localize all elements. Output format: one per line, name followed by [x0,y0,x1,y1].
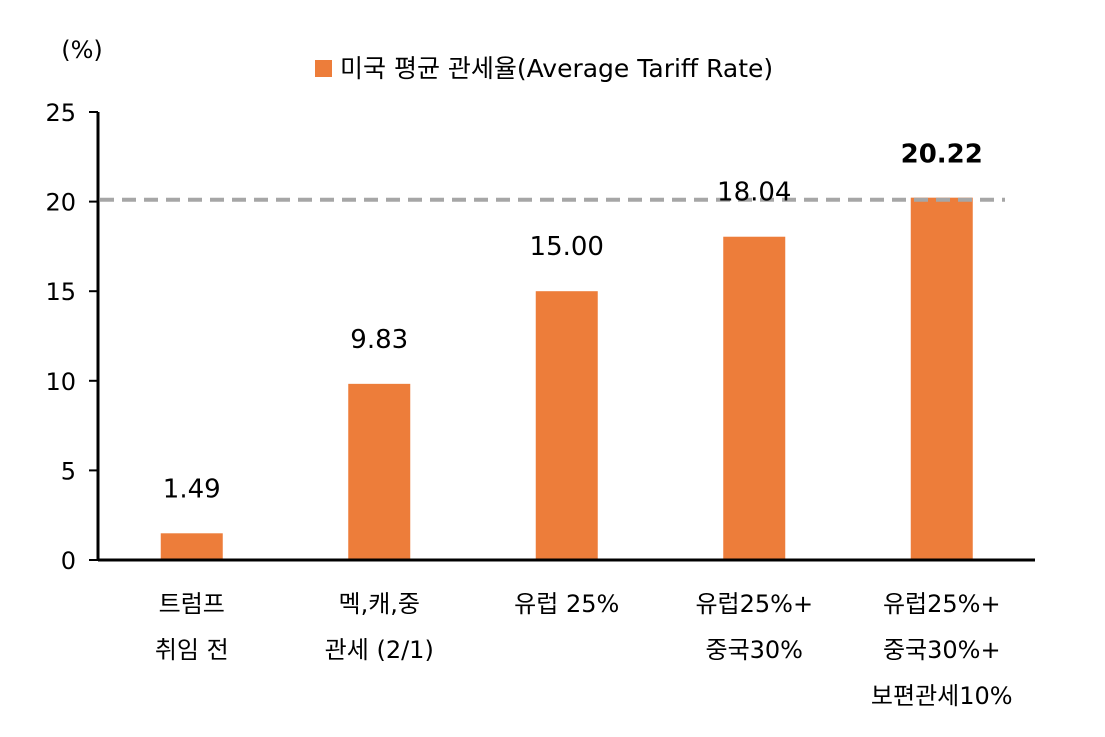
legend-entry: 미국 평균 관세율(Average Tariff Rate) [340,54,773,83]
bar [348,383,411,560]
bar [535,291,598,560]
bar [910,197,973,560]
legend: 미국 평균 관세율(Average Tariff Rate) [315,54,773,83]
y-tick-label: 0 [61,547,76,575]
legend-swatch [315,60,332,77]
data-label: 18.04 [717,178,791,208]
x-tick-label: 유럽 25% [514,590,619,618]
y-tick-label: 15 [45,278,76,306]
data-label: 15.00 [530,232,604,262]
x-tick-label: 유럽25%+ 중국30% [695,590,813,664]
y-tick-label: 5 [61,457,76,485]
bar [723,236,786,560]
y-tick-label: 10 [45,368,76,396]
x-tick-label: 유럽25%+ 중국30%+ 보편관세10% [871,590,1013,710]
data-labels: 1.49 9.83 15.00 18.04 20.22 [163,140,983,505]
data-label: 1.49 [163,474,221,504]
bar [160,533,223,560]
y-unit-label: (%) [61,36,103,64]
data-label: 9.83 [350,325,408,355]
x-axis-labels: 트럼프 취임 전 멕,캐,중 관세 (2/1) 유럽 25% 유럽25%+ 중국30% 유럽2… [155,590,1013,710]
y-tick-label: 25 [45,99,76,127]
x-tick-label: 트럼프 취임 전 [155,590,229,664]
y-tick-label: 20 [45,189,76,217]
y-axis-ticks: 0 5 10 15 20 25 [45,99,98,575]
x-tick-label: 멕,캐,중 관세 (2/1) [325,590,434,664]
data-label: 20.22 [901,140,983,170]
bars [160,197,973,560]
